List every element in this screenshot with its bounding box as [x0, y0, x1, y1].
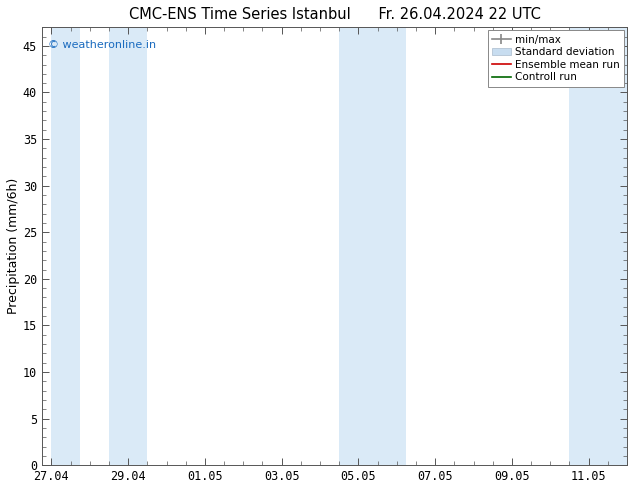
Bar: [339, 27, 378, 465]
Bar: [569, 27, 627, 465]
Bar: [109, 27, 147, 465]
Title: CMC-ENS Time Series Istanbul      Fr. 26.04.2024 22 UTC: CMC-ENS Time Series Istanbul Fr. 26.04.2…: [129, 7, 540, 22]
Y-axis label: Precipitation (mm/6h): Precipitation (mm/6h): [7, 178, 20, 315]
Legend: min/max, Standard deviation, Ensemble mean run, Controll run: min/max, Standard deviation, Ensemble me…: [488, 30, 624, 87]
Bar: [51, 27, 81, 465]
Bar: [378, 27, 406, 465]
Text: © weatheronline.in: © weatheronline.in: [48, 40, 156, 50]
